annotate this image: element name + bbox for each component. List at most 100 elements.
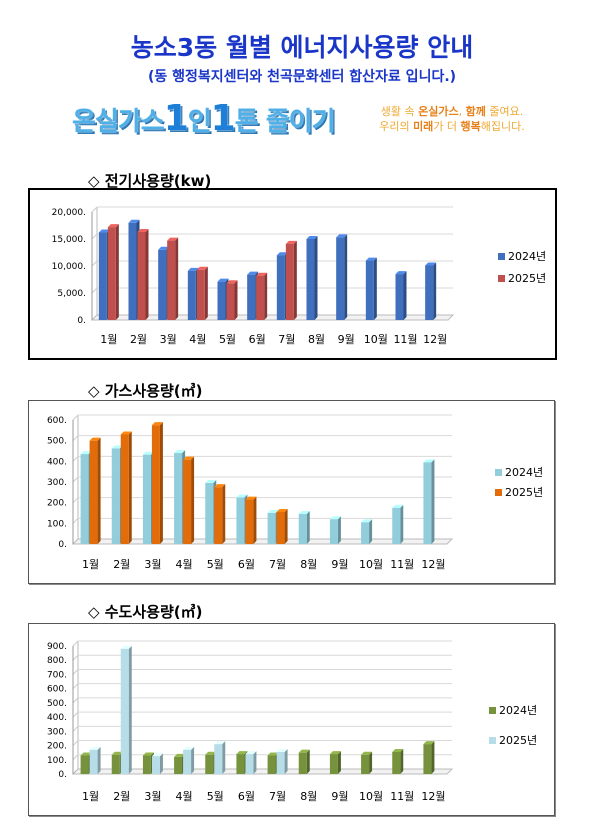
bar-2024년-8월 [298,514,307,544]
water-section-title: ◇ 수도사용량(㎥) [88,603,203,621]
x-tick-label: 5월 [219,333,236,346]
bar-side [431,459,435,544]
y-tick-label: 0. [58,540,67,550]
bar-2025년-2월 [137,231,146,320]
x-tick-label: 9월 [331,558,348,571]
bar-2025년-4월 [183,749,192,774]
bar-2024년-12월 [423,462,432,544]
x-tick-label: 8월 [300,790,317,803]
x-tick-label: 12월 [421,558,445,571]
bar-side [222,484,226,544]
bar-2024년-8월 [306,239,315,320]
bar-top [423,459,435,463]
bar-side [234,280,238,320]
bar-top [80,752,92,756]
bar-2024년-11월 [392,507,401,544]
bar-2025년-6월 [245,499,254,544]
bar-top [167,237,179,241]
bar-top [267,752,279,756]
x-tick-label: 3월 [144,790,161,803]
y-tick-label: 600. [47,685,67,695]
legend-label: 2025년 [499,734,537,747]
bar-side [344,234,348,320]
bar-2025년-2월 [120,648,129,774]
x-tick-label: 6월 [238,558,255,571]
bar-side [175,237,179,320]
x-tick-label: 12월 [423,333,447,346]
y-tick-label: 900. [47,642,67,652]
y-tick-label: 200. [47,742,67,752]
x-tick-label: 5월 [207,558,224,571]
bar-2024년-11월 [395,274,404,320]
bar-side [403,271,407,320]
x-tick-label: 9월 [331,790,348,803]
bar-2025년-5월 [214,744,223,774]
gridline-slant [72,725,79,732]
x-tick-label: 3월 [144,558,161,571]
bar-2024년-9월 [329,754,338,774]
y-tick-label: 400. [47,457,67,467]
y-tick-label: 100. [47,756,67,766]
bar-2025년-3월 [151,425,160,544]
bar-top [151,422,163,426]
bar-2025년-6월 [245,754,254,774]
legend-swatch [489,737,496,744]
bar-side [400,748,404,774]
x-tick-label: 4월 [189,333,206,346]
bar-side [253,496,257,544]
bar-top [142,752,154,756]
bar-top [196,266,208,270]
bar-top [329,751,341,755]
bar-top [245,496,257,500]
bar-2024년-10월 [361,754,370,774]
slogan-logo: 온실가스1인1톤 줄이기 [72,98,335,139]
bar-top [107,224,119,228]
bar-top [120,645,132,649]
x-tick-label: 10월 [359,790,383,803]
bar-side [191,746,195,774]
bar-top [329,516,341,520]
legend-swatch [489,707,496,714]
legend-swatch [495,469,502,476]
bar-2025년-5월 [226,283,235,320]
bar-2024년-11월 [392,751,401,774]
page-subtitle: (동 행정복지센터와 천곡문화센터 합산자료 입니다.) [147,69,457,85]
bar-side [159,753,163,774]
gridline-slant [72,740,79,746]
bar-top [142,451,154,455]
bar-top [217,278,229,282]
bar-top [365,257,377,261]
bar-2024년-9월 [336,237,345,320]
chart-floor [71,768,454,775]
x-tick-label: 1월 [82,790,99,803]
bar-2025년-5월 [214,487,223,544]
bar-top [306,236,318,239]
electric-section-title: ◇ 전기사용량(kw) [88,172,212,190]
bar-2024년-5월 [205,483,214,544]
bar-top [425,262,437,266]
bar-2025년-1월 [89,749,98,774]
x-tick-label: 9월 [338,333,355,346]
bar-2024년-10월 [365,260,374,320]
bar-2025년-7월 [285,243,294,320]
bar-2024년-12월 [425,265,434,320]
x-tick-label: 5월 [207,790,224,803]
gridline-slant [72,497,79,504]
bar-top [174,753,186,757]
y-tick-label: 700. [47,670,67,680]
gridline-slant [72,455,79,462]
x-tick-label: 10월 [359,558,383,571]
x-tick-label: 3월 [160,333,177,346]
bar-2024년-7월 [267,755,276,774]
bar-top [392,504,404,508]
bar-2024년-1월 [80,755,89,774]
bar-2024년-6월 [236,754,245,774]
legend-swatch [495,489,502,496]
bar-2025년-1월 [107,227,116,320]
bar-top [392,748,404,752]
bar-side [145,228,149,320]
gridline-slant [72,435,79,442]
x-tick-label: 10월 [364,333,388,346]
bar-side [284,508,288,544]
gas-chart: 0. 100. 200. 300. 400. 500. 600. 1월 2월 3월 4월 5월 6월 7월… [28,400,555,584]
